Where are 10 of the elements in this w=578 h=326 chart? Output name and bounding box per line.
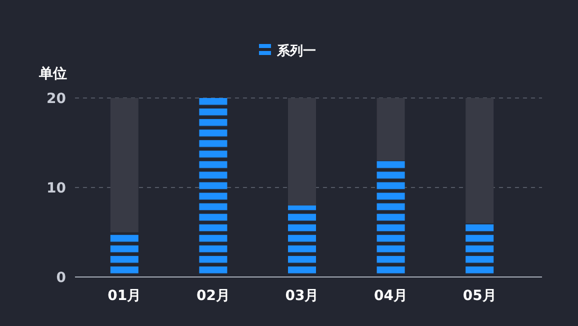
y-axis-title: 单位 [38,66,67,82]
x-tick-label: 03月 [285,288,319,304]
text: 系列一 [276,43,316,59]
x-tick-label: 01月 [108,288,142,304]
y-tick-label: 20 [46,91,66,107]
x-tick-label: 04月 [374,288,408,304]
y-tick-label: 10 [46,180,66,196]
x-tick-label: 02月 [196,288,230,304]
x-tick-label: 05月 [462,288,496,304]
y-tick-label: 0 [56,270,66,286]
